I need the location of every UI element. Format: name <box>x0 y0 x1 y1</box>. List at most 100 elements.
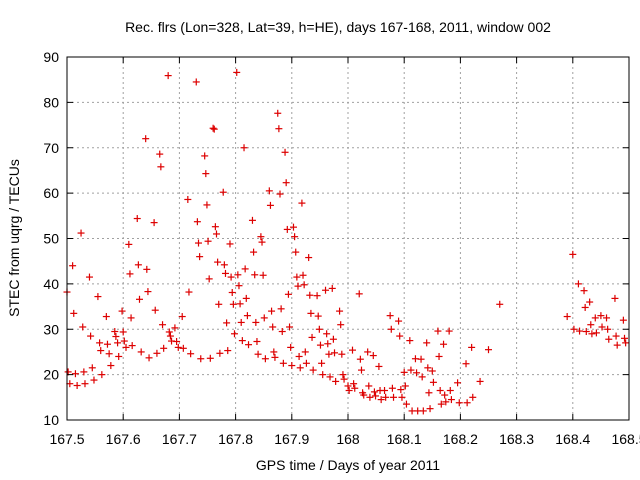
data-point <box>160 344 168 352</box>
data-point <box>401 382 409 390</box>
data-point <box>219 188 227 196</box>
data-point <box>581 303 589 311</box>
data-point <box>126 270 134 278</box>
y-axis-label: STEC from uqrg / TECUs <box>6 159 22 317</box>
data-point <box>210 125 218 133</box>
data-point <box>563 313 571 321</box>
data-point <box>283 225 291 233</box>
data-point <box>205 275 213 283</box>
x-tick-label: 167.5 <box>49 431 84 447</box>
data-point <box>446 387 454 395</box>
chart-title: Rec. flrs (Lon=328, Lat=39, h=HE), days … <box>125 19 551 35</box>
data-point <box>260 314 268 322</box>
data-point <box>73 382 81 390</box>
data-point <box>237 318 245 326</box>
data-point <box>103 340 111 348</box>
data-point <box>455 399 463 407</box>
data-point <box>228 288 236 296</box>
data-point <box>81 380 89 388</box>
data-point <box>145 354 153 362</box>
data-point <box>211 223 219 231</box>
data-point <box>221 269 229 277</box>
data-point <box>425 389 433 397</box>
data-point <box>576 327 584 335</box>
data-point <box>276 190 284 198</box>
data-point <box>287 343 295 351</box>
data-point <box>187 350 195 358</box>
data-point <box>133 215 141 223</box>
data-point <box>395 317 403 325</box>
data-point <box>288 362 296 370</box>
y-tick-label: 20 <box>43 367 59 383</box>
data-point <box>299 271 307 279</box>
data-point <box>570 325 578 333</box>
x-tick-label: 167.6 <box>106 431 141 447</box>
x-tick-label: 168.5 <box>611 431 640 447</box>
data-point <box>268 307 276 315</box>
data-point <box>111 328 119 336</box>
data-point <box>107 362 115 370</box>
data-point <box>313 292 321 300</box>
data-point <box>236 300 244 308</box>
data-point <box>251 271 259 279</box>
data-point <box>248 216 256 224</box>
data-point <box>257 233 265 241</box>
data-point <box>294 282 302 290</box>
grid-lines <box>67 57 629 420</box>
data-point <box>348 346 356 354</box>
data-point <box>336 307 344 315</box>
data-point <box>387 325 395 333</box>
data-point <box>370 388 378 396</box>
data-point <box>308 333 316 341</box>
x-tick-label: 168.2 <box>443 431 478 447</box>
data-point <box>127 314 135 322</box>
data-point <box>597 312 605 320</box>
data-point <box>171 324 179 332</box>
data-point <box>322 286 330 294</box>
data-point <box>369 352 377 360</box>
data-point <box>372 392 380 400</box>
data-point <box>429 378 437 386</box>
x-tick-label: 167.8 <box>218 431 253 447</box>
data-point <box>274 109 282 117</box>
data-point <box>174 343 182 351</box>
data-point <box>96 339 104 347</box>
data-point <box>462 360 470 368</box>
data-point <box>365 382 373 390</box>
data-point <box>390 393 398 401</box>
y-tick-label: 90 <box>43 49 59 65</box>
data-point <box>220 261 228 269</box>
data-point <box>328 284 336 292</box>
data-point <box>173 338 181 346</box>
data-point <box>102 313 110 321</box>
data-point <box>604 325 612 333</box>
data-point <box>302 359 310 367</box>
axis-ticks <box>66 56 630 421</box>
data-point <box>157 163 165 171</box>
data-point <box>242 294 250 302</box>
data-point <box>125 240 133 248</box>
data-point <box>105 350 113 358</box>
data-point <box>201 152 209 160</box>
data-point <box>269 323 277 331</box>
data-point <box>115 352 123 360</box>
data-point <box>215 300 223 308</box>
data-point <box>212 230 220 238</box>
data-point <box>178 313 186 321</box>
data-point <box>587 321 595 329</box>
data-point <box>325 350 333 358</box>
data-point <box>224 347 232 355</box>
data-point <box>90 376 98 384</box>
data-point <box>118 307 126 315</box>
data-point <box>112 333 120 341</box>
data-point <box>324 340 332 348</box>
data-point <box>413 369 421 377</box>
data-point <box>238 337 246 345</box>
data-point <box>165 328 173 336</box>
data-point <box>351 384 359 392</box>
data-point <box>164 72 172 80</box>
y-tick-label: 30 <box>43 321 59 337</box>
x-tick-label: 167.9 <box>274 431 309 447</box>
data-point <box>156 150 164 158</box>
data-point <box>266 201 274 209</box>
